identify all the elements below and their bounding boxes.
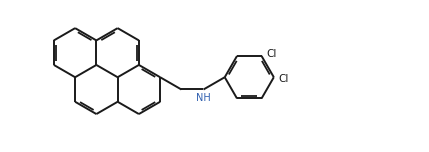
- Text: Cl: Cl: [266, 49, 277, 59]
- Text: NH: NH: [196, 93, 211, 103]
- Text: Cl: Cl: [279, 74, 289, 84]
